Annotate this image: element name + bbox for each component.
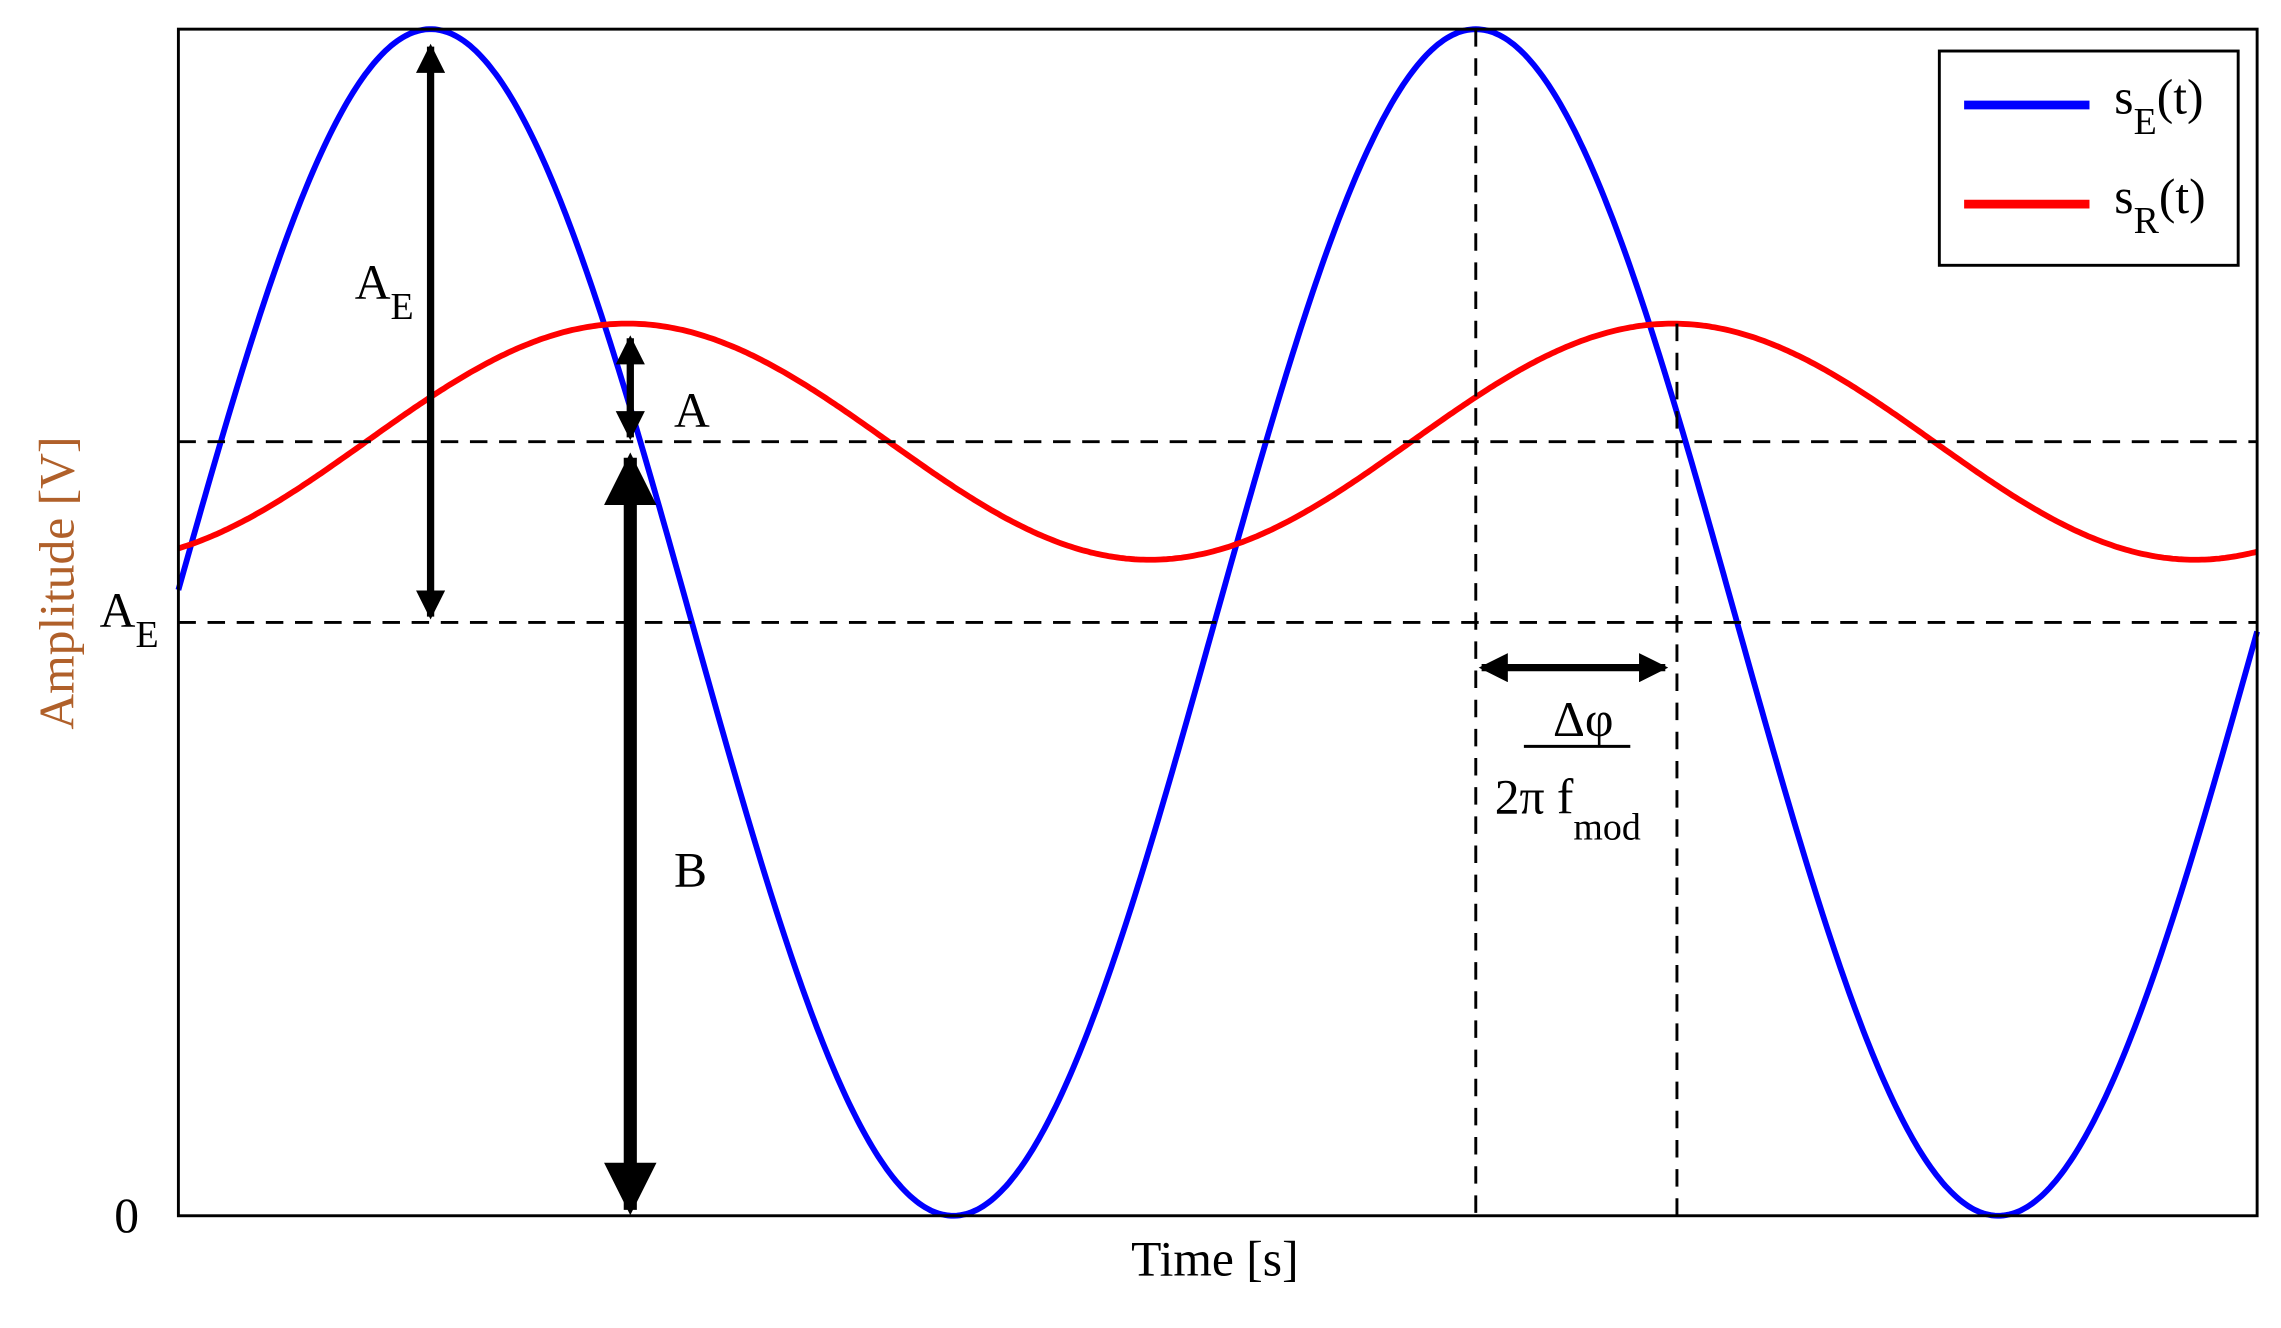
x-axis-label: Time [s] — [1131, 1232, 1299, 1287]
label-sub: E — [391, 286, 414, 328]
legend-box — [1937, 49, 2240, 267]
annotation: A — [674, 383, 710, 438]
label-main: s — [2114, 70, 2133, 125]
annotation: Δφ — [1553, 692, 1613, 747]
signal-curve — [175, 26, 2260, 1219]
label-sub: E — [135, 614, 158, 656]
label-suffix: (t) — [2159, 169, 2206, 224]
y-axis-label: Amplitude [V] — [29, 437, 84, 730]
label-sub: mod — [1573, 807, 1640, 849]
label-sub: R — [2134, 200, 2160, 242]
curves — [175, 26, 2260, 1219]
signal-curve — [177, 320, 2258, 563]
y-tick-label: 0 — [114, 1188, 139, 1243]
plot-frame — [176, 27, 2259, 1218]
label-main: A — [355, 255, 391, 310]
annotation: AE — [355, 255, 414, 328]
annotation: B — [674, 842, 707, 897]
label-sub: E — [2134, 101, 2157, 143]
y-tick-label: AE — [100, 583, 159, 656]
label-suffix: (t) — [2157, 70, 2204, 125]
legend-entry: sE(t) — [2114, 70, 2203, 143]
label-main: 2π f — [1495, 769, 1574, 824]
label-main: A — [100, 583, 136, 638]
annotation: 2π fmod — [1495, 769, 1641, 848]
legend-entry: sR(t) — [2114, 169, 2205, 242]
label-main: s — [2114, 169, 2133, 224]
